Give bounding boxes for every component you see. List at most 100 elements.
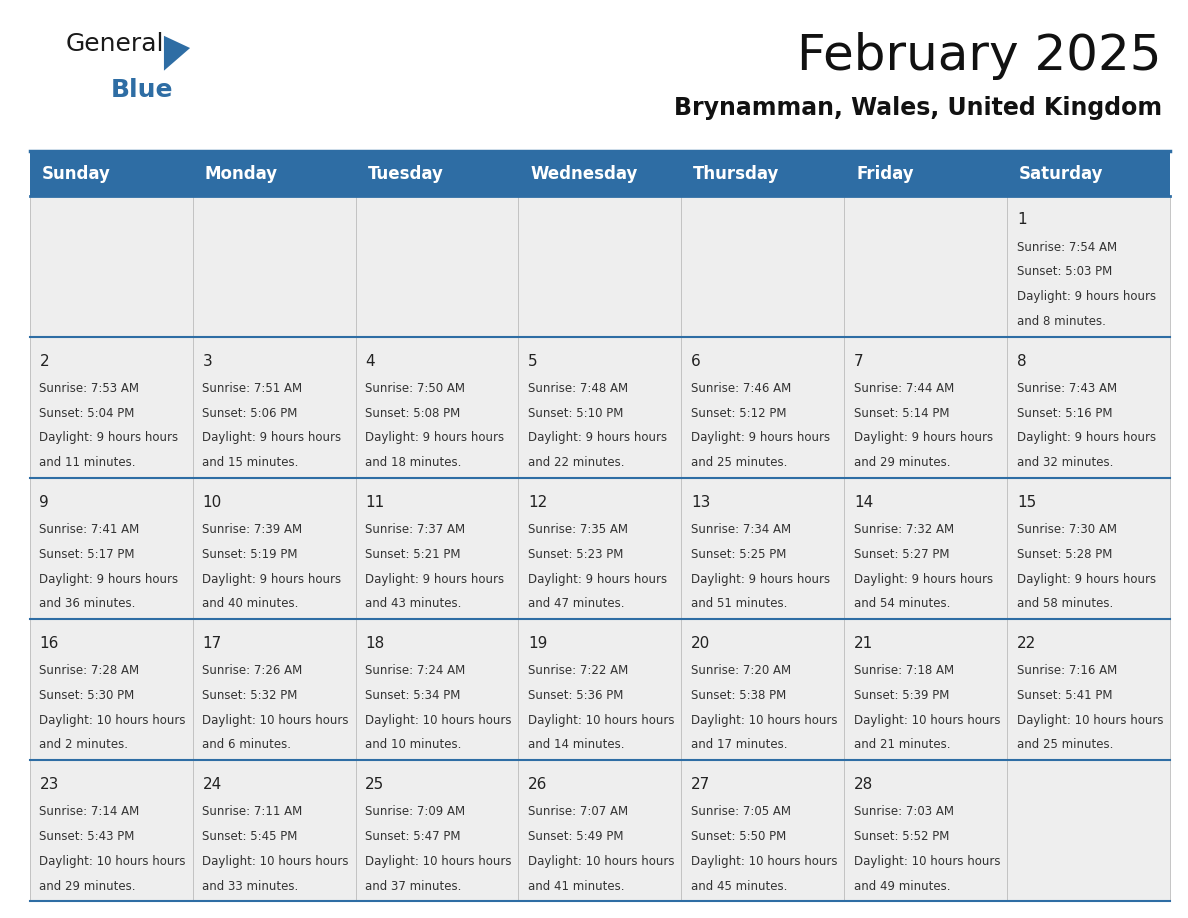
Text: Daylight: 10 hours hours: Daylight: 10 hours hours	[529, 855, 675, 868]
Text: 28: 28	[854, 778, 873, 792]
Text: and 17 minutes.: and 17 minutes.	[691, 738, 788, 752]
Text: Sunrise: 7:32 AM: Sunrise: 7:32 AM	[854, 523, 954, 536]
Text: Daylight: 9 hours hours: Daylight: 9 hours hours	[202, 431, 341, 444]
Text: Daylight: 9 hours hours: Daylight: 9 hours hours	[39, 573, 178, 586]
Text: and 54 minutes.: and 54 minutes.	[854, 598, 950, 610]
Bar	[355, 478, 518, 619]
Bar	[1007, 337, 1170, 478]
Text: Sunset: 5:52 PM: Sunset: 5:52 PM	[854, 830, 949, 843]
Bar	[30, 478, 192, 619]
Text: Sunrise: 7:16 AM: Sunrise: 7:16 AM	[1017, 665, 1117, 677]
Text: February 2025: February 2025	[797, 32, 1162, 80]
Text: 7: 7	[854, 353, 864, 369]
Text: Sunrise: 7:48 AM: Sunrise: 7:48 AM	[529, 382, 628, 395]
Text: Sunset: 5:30 PM: Sunset: 5:30 PM	[39, 689, 134, 702]
Text: Sunset: 5:23 PM: Sunset: 5:23 PM	[529, 548, 624, 561]
Text: 5: 5	[529, 353, 538, 369]
Text: Daylight: 10 hours hours: Daylight: 10 hours hours	[202, 713, 349, 727]
Text: Sunrise: 7:39 AM: Sunrise: 7:39 AM	[202, 523, 303, 536]
Text: Daylight: 9 hours hours: Daylight: 9 hours hours	[1017, 431, 1156, 444]
Bar	[845, 760, 1007, 901]
Text: Daylight: 9 hours hours: Daylight: 9 hours hours	[691, 573, 830, 586]
Text: Daylight: 9 hours hours: Daylight: 9 hours hours	[1017, 573, 1156, 586]
Text: and 29 minutes.: and 29 minutes.	[39, 879, 135, 892]
Text: Sunset: 5:32 PM: Sunset: 5:32 PM	[202, 689, 298, 702]
Text: Daylight: 9 hours hours: Daylight: 9 hours hours	[202, 573, 341, 586]
Text: 10: 10	[202, 495, 222, 509]
Text: 24: 24	[202, 778, 222, 792]
Text: and 47 minutes.: and 47 minutes.	[529, 598, 625, 610]
Text: Sunset: 5:19 PM: Sunset: 5:19 PM	[202, 548, 298, 561]
Text: 8: 8	[1017, 353, 1026, 369]
Text: 9: 9	[39, 495, 49, 509]
Text: 27: 27	[691, 778, 710, 792]
Bar	[30, 151, 1170, 196]
Text: and 32 minutes.: and 32 minutes.	[1017, 456, 1113, 469]
Text: and 49 minutes.: and 49 minutes.	[854, 879, 950, 892]
Text: and 25 minutes.: and 25 minutes.	[691, 456, 788, 469]
Text: and 8 minutes.: and 8 minutes.	[1017, 315, 1106, 328]
Bar	[845, 619, 1007, 760]
Text: and 25 minutes.: and 25 minutes.	[1017, 738, 1113, 752]
Text: Sunrise: 7:22 AM: Sunrise: 7:22 AM	[529, 665, 628, 677]
Text: 26: 26	[529, 778, 548, 792]
Bar	[192, 196, 355, 337]
Bar	[30, 760, 192, 901]
Text: Sunset: 5:21 PM: Sunset: 5:21 PM	[366, 548, 461, 561]
Text: Sunset: 5:34 PM: Sunset: 5:34 PM	[366, 689, 461, 702]
Text: and 37 minutes.: and 37 minutes.	[366, 879, 462, 892]
Text: Tuesday: Tuesday	[367, 164, 443, 183]
Text: Sunset: 5:12 PM: Sunset: 5:12 PM	[691, 407, 786, 420]
Bar	[30, 196, 192, 337]
Text: 21: 21	[854, 636, 873, 651]
Text: and 29 minutes.: and 29 minutes.	[854, 456, 950, 469]
Bar	[1007, 478, 1170, 619]
Bar	[682, 760, 845, 901]
Text: Sunset: 5:41 PM: Sunset: 5:41 PM	[1017, 689, 1112, 702]
Text: Daylight: 10 hours hours: Daylight: 10 hours hours	[854, 713, 1000, 727]
Text: Sunday: Sunday	[42, 164, 110, 183]
Bar	[192, 760, 355, 901]
Bar	[192, 337, 355, 478]
Text: General: General	[65, 32, 164, 56]
Text: and 45 minutes.: and 45 minutes.	[691, 879, 788, 892]
Text: Sunrise: 7:41 AM: Sunrise: 7:41 AM	[39, 523, 140, 536]
Text: Sunset: 5:45 PM: Sunset: 5:45 PM	[202, 830, 298, 843]
Bar	[682, 619, 845, 760]
Text: Sunset: 5:28 PM: Sunset: 5:28 PM	[1017, 548, 1112, 561]
Bar	[518, 478, 682, 619]
Bar	[1007, 760, 1170, 901]
Text: Sunrise: 7:07 AM: Sunrise: 7:07 AM	[529, 805, 628, 819]
Text: Sunrise: 7:28 AM: Sunrise: 7:28 AM	[39, 665, 140, 677]
Text: Sunset: 5:49 PM: Sunset: 5:49 PM	[529, 830, 624, 843]
Text: Daylight: 10 hours hours: Daylight: 10 hours hours	[529, 713, 675, 727]
Text: Sunrise: 7:30 AM: Sunrise: 7:30 AM	[1017, 523, 1117, 536]
Text: and 33 minutes.: and 33 minutes.	[202, 879, 298, 892]
Polygon shape	[164, 36, 190, 71]
Text: Sunset: 5:27 PM: Sunset: 5:27 PM	[854, 548, 949, 561]
Text: Daylight: 9 hours hours: Daylight: 9 hours hours	[39, 431, 178, 444]
Bar	[355, 619, 518, 760]
Text: Sunset: 5:38 PM: Sunset: 5:38 PM	[691, 689, 786, 702]
Bar	[518, 760, 682, 901]
Bar	[1007, 196, 1170, 337]
Text: Sunset: 5:10 PM: Sunset: 5:10 PM	[529, 407, 624, 420]
Text: 16: 16	[39, 636, 59, 651]
Bar	[845, 337, 1007, 478]
Text: Sunrise: 7:14 AM: Sunrise: 7:14 AM	[39, 805, 140, 819]
Bar	[845, 196, 1007, 337]
Text: 4: 4	[366, 353, 375, 369]
Text: 17: 17	[202, 636, 222, 651]
Bar	[682, 478, 845, 619]
Text: and 58 minutes.: and 58 minutes.	[1017, 598, 1113, 610]
Text: Daylight: 9 hours hours: Daylight: 9 hours hours	[691, 431, 830, 444]
Bar	[355, 196, 518, 337]
Text: Daylight: 10 hours hours: Daylight: 10 hours hours	[691, 713, 838, 727]
Text: Daylight: 9 hours hours: Daylight: 9 hours hours	[529, 431, 668, 444]
Text: and 41 minutes.: and 41 minutes.	[529, 879, 625, 892]
Bar	[355, 337, 518, 478]
Text: 11: 11	[366, 495, 385, 509]
Text: Wednesday: Wednesday	[530, 164, 638, 183]
Text: Sunrise: 7:54 AM: Sunrise: 7:54 AM	[1017, 241, 1117, 253]
Text: Sunrise: 7:26 AM: Sunrise: 7:26 AM	[202, 665, 303, 677]
